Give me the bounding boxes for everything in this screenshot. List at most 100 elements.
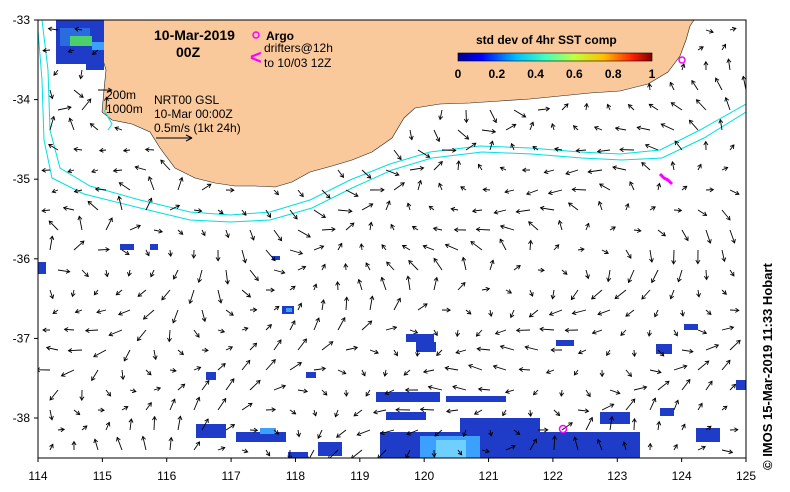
- current-arrow-icon: [265, 287, 275, 293]
- current-arrow-icon: [513, 265, 521, 271]
- current-arrow-icon: [641, 161, 651, 171]
- current-arrow-icon: [118, 182, 131, 191]
- x-tick-label: 115: [93, 469, 112, 483]
- current-arrow-icon: [409, 165, 425, 171]
- current-arrow-icon: [115, 289, 123, 296]
- x-tick-label: 119: [350, 469, 369, 483]
- current-arrow-icon: [550, 347, 563, 353]
- colorbar-tick-label: 0.4: [527, 67, 544, 81]
- current-arrow-icon: [96, 309, 107, 314]
- current-arrow-icon: [335, 281, 341, 291]
- current-arrow-icon: [241, 359, 251, 371]
- current-arrow-icon: [411, 226, 419, 231]
- current-arrow-icon: [528, 239, 533, 251]
- current-arrow-icon: [597, 309, 611, 316]
- current-arrow-icon: [265, 324, 272, 331]
- current-arrow-icon: [745, 250, 746, 251]
- current-arrow-icon: [177, 176, 184, 191]
- current-arrow-icon: [328, 449, 339, 458]
- current-arrow-icon: [547, 189, 563, 196]
- current-arrow-icon: [105, 217, 113, 231]
- current-arrow-icon: [77, 215, 83, 231]
- current-arrow-icon: [473, 409, 483, 415]
- current-arrow-icon: [545, 369, 555, 374]
- current-arrow-icon: [644, 143, 659, 151]
- current-arrow-icon: [697, 360, 710, 371]
- current-arrow-icon: [677, 269, 683, 283]
- current-arrow-icon: [481, 286, 491, 292]
- x-tick-label: 117: [222, 469, 241, 483]
- current-arrow-icon: [705, 187, 715, 193]
- current-arrow-icon: [249, 307, 258, 313]
- current-arrow-icon: [438, 182, 443, 191]
- current-arrow-icon: [408, 259, 419, 271]
- current-arrow-icon: [49, 235, 55, 251]
- current-arrow-icon: [561, 103, 569, 111]
- current-arrow-icon: [112, 168, 123, 173]
- current-arrow-icon: [169, 398, 176, 411]
- current-arrow-icon: [297, 388, 309, 394]
- current-arrow-icon: [715, 77, 723, 91]
- product-time: 10-Mar 00:00Z: [154, 107, 233, 121]
- x-tick-label: 124: [672, 469, 692, 483]
- current-arrow-icon: [721, 209, 731, 221]
- current-arrow-icon: [471, 208, 483, 214]
- current-arrow-icon: [241, 448, 249, 454]
- current-arrow-icon: [289, 409, 297, 415]
- current-arrow-icon: [528, 221, 539, 231]
- current-arrow-icon: [67, 168, 75, 174]
- current-arrow-icon: [372, 409, 387, 415]
- current-arrow-icon: [273, 189, 280, 196]
- current-arrow-icon: [160, 159, 171, 171]
- current-arrow-icon: [117, 195, 123, 211]
- current-arrow-icon: [404, 387, 419, 393]
- current-arrow-icon: [152, 349, 158, 361]
- y-tick-label: -34: [13, 93, 31, 107]
- current-arrow-icon: [380, 276, 387, 291]
- current-arrow-icon: [696, 289, 701, 298]
- current-arrow-icon: [337, 316, 346, 331]
- current-arrow-icon: [596, 148, 611, 154]
- current-arrow-icon: [217, 446, 226, 451]
- current-arrow-icon: [41, 167, 51, 173]
- current-arrow-icon: [669, 289, 675, 300]
- current-arrow-icon: [567, 202, 579, 211]
- current-arrow-icon: [417, 303, 428, 311]
- current-arrow-icon: [385, 325, 398, 331]
- current-arrow-icon: [606, 103, 612, 111]
- current-arrow-icon: [93, 289, 99, 296]
- current-arrow-icon: [381, 244, 387, 251]
- colorbar-tick-label: 1: [649, 67, 656, 81]
- current-arrow-icon: [598, 183, 611, 191]
- colorbar-tick-label: 0: [455, 67, 462, 81]
- current-arrow-icon: [624, 202, 630, 211]
- current-arrow-icon: [249, 427, 259, 433]
- argo-float-icon: [678, 56, 686, 64]
- current-arrow-icon: [504, 389, 515, 394]
- current-arrow-icon: [249, 269, 259, 282]
- current-arrow-icon: [68, 117, 75, 131]
- current-arrow-icon: [225, 229, 230, 239]
- current-arrow-icon: [745, 290, 746, 291]
- current-arrow-icon: [612, 165, 627, 171]
- current-arrow-icon: [401, 245, 411, 251]
- current-arrow-icon: [647, 442, 653, 451]
- current-arrow-icon: [481, 128, 497, 134]
- drifter-track-icon: [658, 172, 674, 186]
- current-arrow-icon: [289, 362, 303, 371]
- current-arrow-icon: [609, 226, 616, 231]
- current-arrow-icon: [289, 209, 298, 220]
- current-arrow-icon: [241, 209, 247, 216]
- current-arrow-icon: [477, 386, 491, 392]
- current-arrow-icon: [438, 109, 444, 121]
- current-arrow-icon: [539, 326, 555, 332]
- current-arrow-icon: [460, 186, 467, 191]
- current-arrow-icon: [343, 389, 349, 397]
- x-tick-label: 120: [414, 469, 434, 483]
- current-arrow-icon: [73, 188, 83, 194]
- current-arrow-icon: [488, 309, 494, 317]
- current-arrow-icon: [417, 179, 423, 191]
- current-arrow-icon: [121, 406, 129, 411]
- current-arrow-icon: [51, 188, 59, 194]
- current-arrow-icon: [726, 58, 732, 71]
